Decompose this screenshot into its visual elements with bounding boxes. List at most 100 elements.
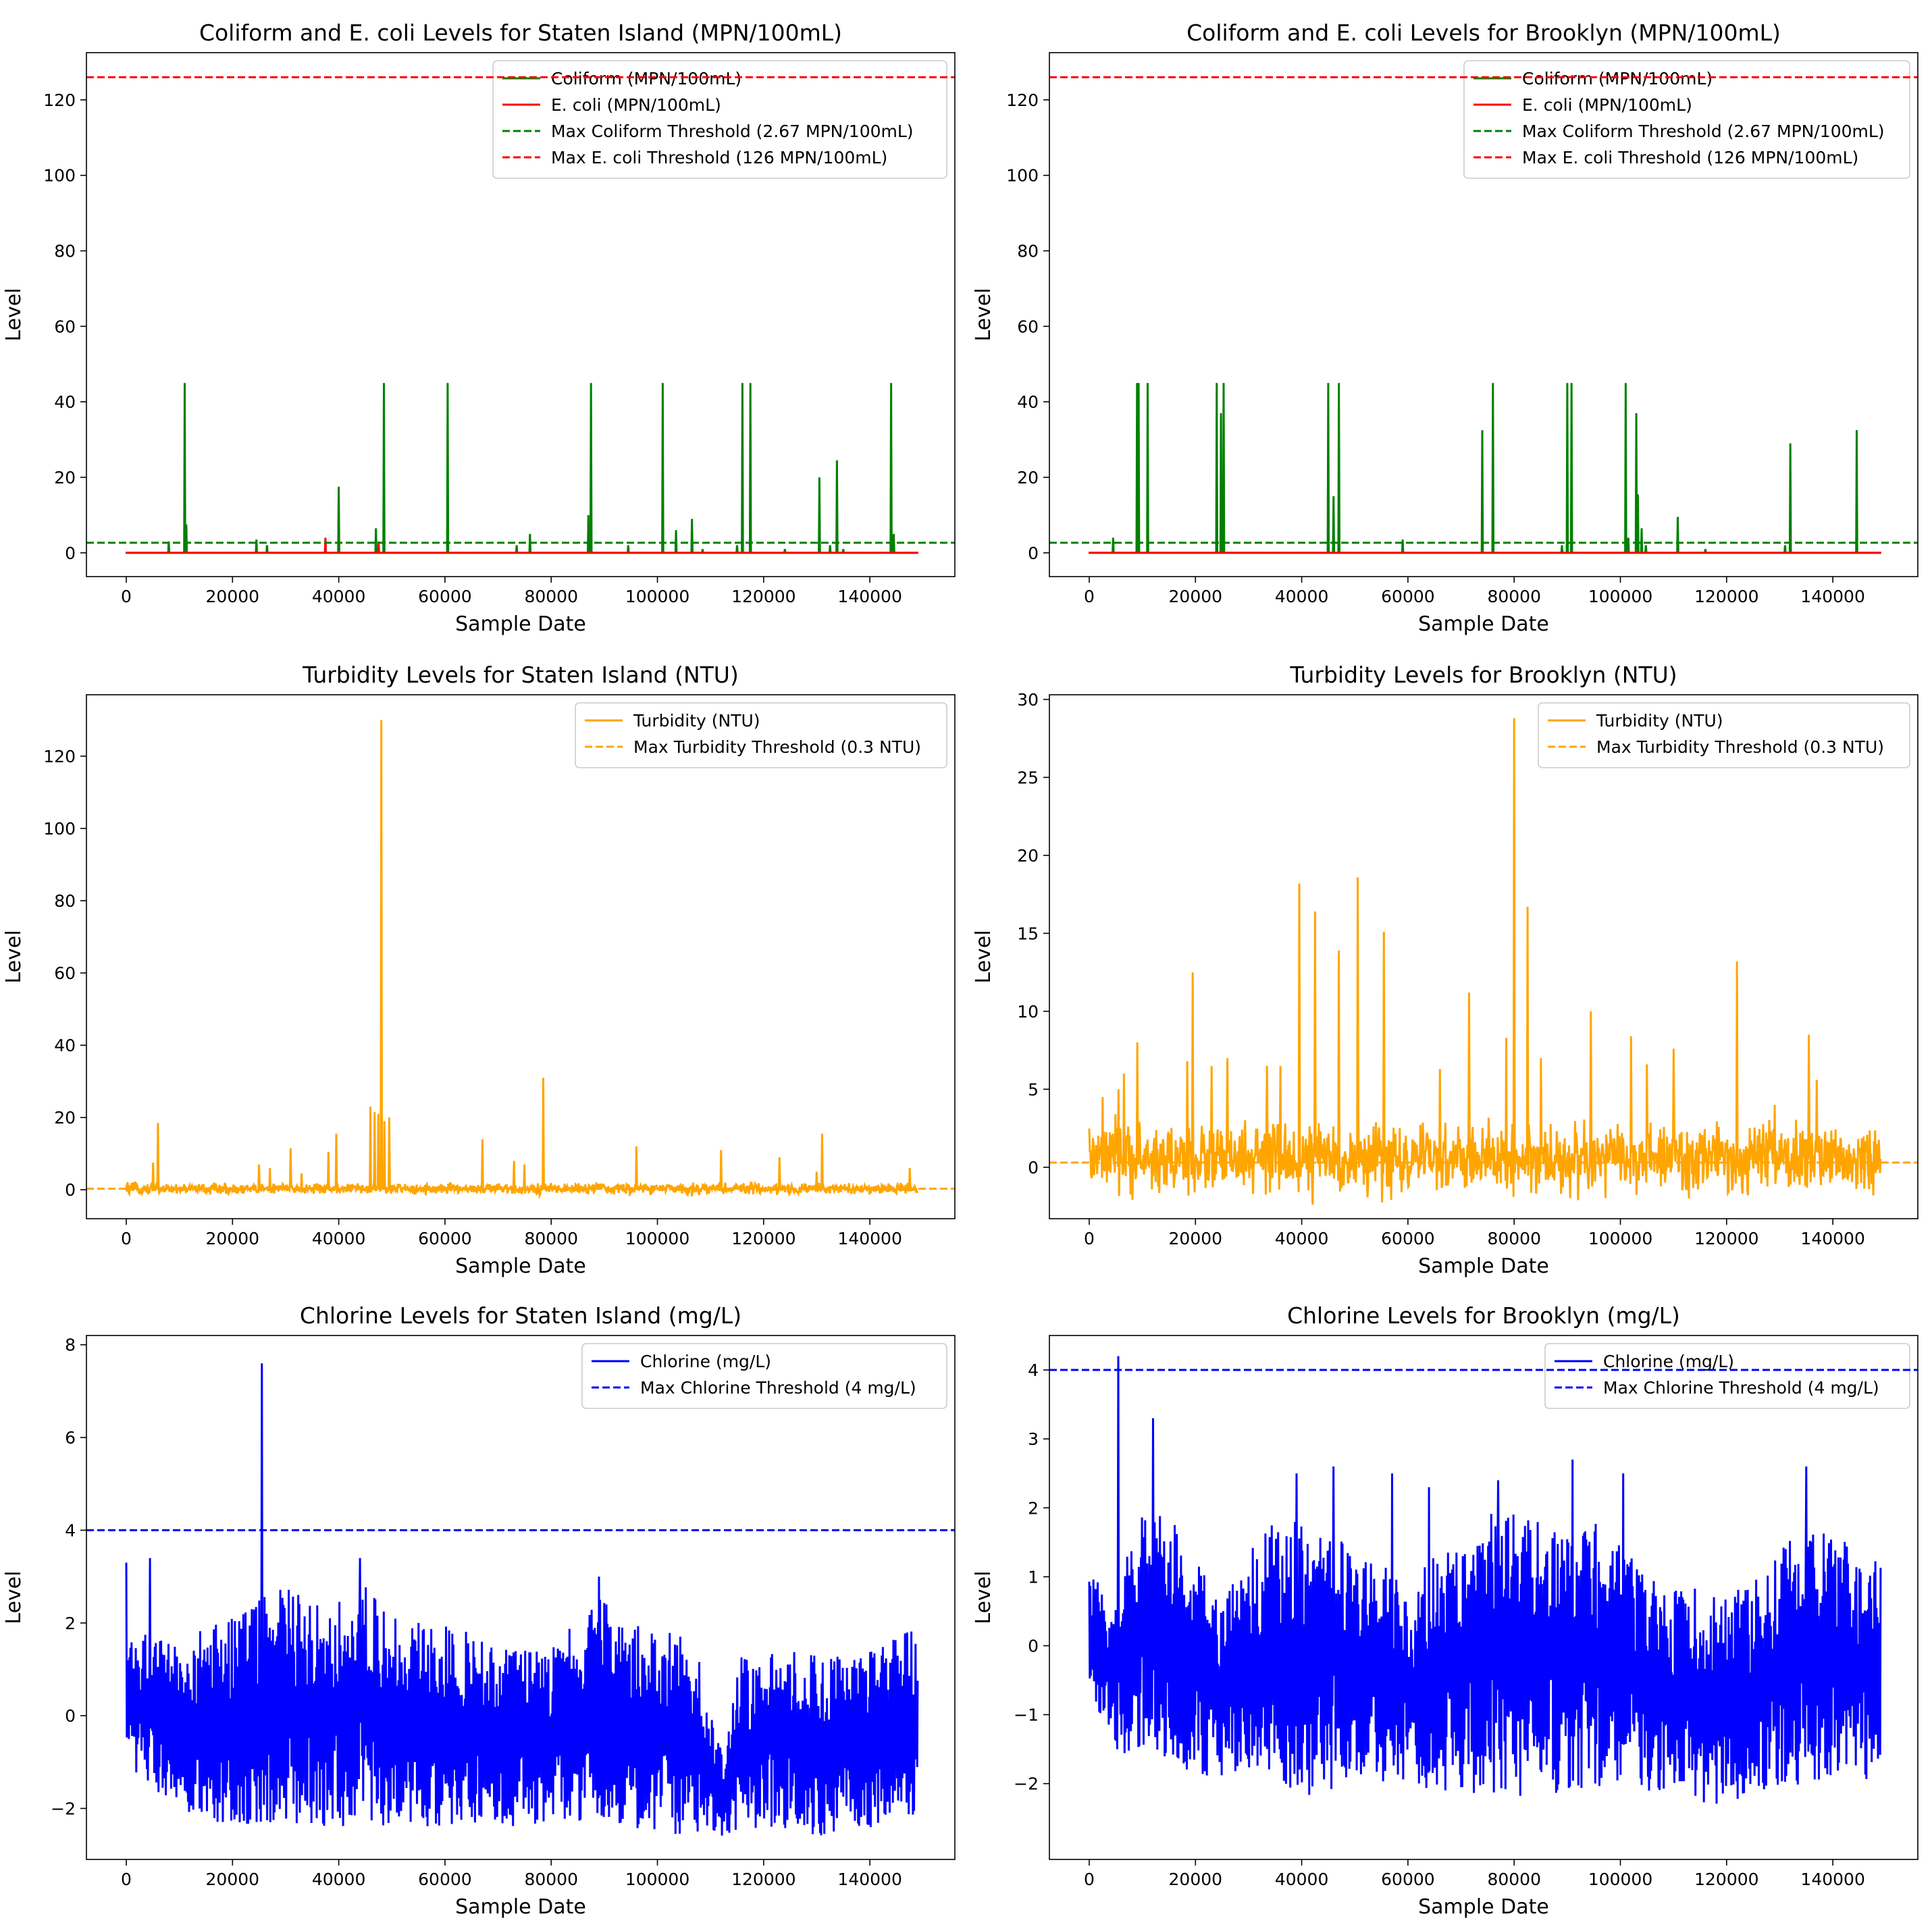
x-tick-label: 120000	[1694, 1870, 1758, 1889]
legend-box	[581, 1343, 947, 1409]
chart-turbidity-staten: Turbidity Levels for Staten Island (NTU)…	[2, 662, 956, 1278]
x-tick-label: 0	[121, 587, 132, 606]
x-tick-label: 120000	[731, 1229, 795, 1248]
x-tick-label: 80000	[1487, 1229, 1541, 1248]
x-tick-label: 100000	[625, 587, 689, 606]
plot-area	[86, 1363, 955, 1836]
y-tick-label: 0	[1028, 544, 1039, 563]
x-tick-label: 20000	[1169, 1229, 1223, 1248]
y-tick-label: 120	[43, 90, 76, 110]
y-tick-label: 80	[54, 891, 76, 911]
series-line-2	[126, 537, 918, 554]
y-tick-label: 4	[65, 1520, 76, 1540]
y-tick-label: 0	[1028, 1158, 1039, 1178]
plot-area	[1049, 76, 1918, 554]
y-tick-label: 2	[65, 1614, 76, 1633]
chart-chlorine-brooklyn: Chlorine Levels for Brooklyn (mg/L) Samp…	[972, 1302, 1918, 1919]
x-tick-label: 40000	[1275, 1870, 1329, 1889]
y-tick-label: 0	[65, 1180, 76, 1200]
x-tick-label: 140000	[837, 587, 902, 606]
x-tick-label: 40000	[1275, 1229, 1329, 1248]
y-axis-label: Level	[2, 930, 26, 983]
y-tick-label: 60	[54, 963, 76, 983]
series-line-1	[1089, 383, 1881, 554]
series-line-1	[125, 1363, 919, 1836]
y-tick-label: 120	[1006, 90, 1039, 110]
x-tick-label: 60000	[418, 587, 472, 606]
chart-title: Turbidity Levels for Brooklyn (NTU)	[1289, 662, 1677, 688]
y-tick-label: 80	[54, 242, 76, 261]
plot-frame	[86, 694, 956, 1219]
chart-title: Coliform and E. coli Levels for Staten I…	[199, 20, 842, 46]
legend-label-chlorine: Chlorine (mg/L)	[1603, 1352, 1734, 1371]
legend-label-ecoli: E. coli (MPN/100mL)	[1522, 95, 1692, 115]
y-tick-label: 0	[65, 544, 76, 563]
x-tick-label: 140000	[1800, 1229, 1864, 1248]
y-tick-label: 5	[1028, 1080, 1039, 1099]
x-axis-label: Sample Date	[455, 612, 586, 636]
y-tick-label: 100	[1006, 166, 1039, 186]
legend-label-ecoli-threshold: Max E. coli Threshold (126 MPN/100mL)	[551, 148, 887, 167]
x-tick-label: 80000	[1487, 587, 1541, 606]
y-tick-label: 100	[43, 819, 76, 839]
x-tick-label: 140000	[837, 1229, 902, 1248]
x-tick-label: 80000	[1487, 1870, 1541, 1889]
plot-area	[1049, 718, 1918, 1205]
chart-turbidity-brooklyn: Turbidity Levels for Brooklyn (NTU) Samp…	[972, 662, 1918, 1278]
y-tick-label: 30	[1017, 690, 1039, 710]
y-tick-label: 3	[1028, 1429, 1039, 1449]
y-tick-label: 40	[54, 392, 76, 412]
legend-label-ecoli: E. coli (MPN/100mL)	[551, 95, 721, 115]
x-tick-label: 40000	[312, 1229, 366, 1248]
y-tick-label: −2	[51, 1799, 76, 1818]
x-tick-label: 60000	[418, 1229, 472, 1248]
y-tick-label: 120	[43, 747, 76, 766]
legend-label-chlorine: Chlorine (mg/L)	[640, 1352, 771, 1371]
x-tick-label: 100000	[625, 1229, 689, 1248]
x-tick-label: 140000	[1800, 1870, 1864, 1889]
y-tick-label: 1	[1028, 1567, 1039, 1587]
x-tick-label: 100000	[1588, 587, 1652, 606]
series-line-1	[125, 720, 919, 1200]
y-axis-label: Level	[972, 930, 995, 983]
legend-label-ecoli-threshold: Max E. coli Threshold (126 MPN/100mL)	[1522, 148, 1858, 167]
y-tick-label: 2	[1028, 1498, 1039, 1518]
x-tick-label: 120000	[1694, 1229, 1758, 1248]
y-axis-label: Level	[972, 288, 995, 341]
x-tick-label: 20000	[206, 1229, 260, 1248]
legend-label-turbidity: Turbidity (NTU)	[1596, 711, 1723, 731]
legend-box	[1538, 702, 1910, 768]
x-tick-label: 100000	[1588, 1870, 1652, 1889]
chart-chlorine-staten: Chlorine Levels for Staten Island (mg/L)…	[2, 1302, 956, 1919]
legend-label-turbidity-threshold: Max Turbidity Threshold (0.3 NTU)	[1596, 737, 1884, 757]
y-tick-label: 40	[1017, 392, 1039, 412]
y-axis-label: Level	[2, 1570, 26, 1624]
x-tick-label: 120000	[731, 587, 795, 606]
plot-area	[86, 720, 955, 1200]
x-tick-label: 80000	[524, 1870, 578, 1889]
legend-label-coliform-threshold: Max Coliform Threshold (2.67 MPN/100mL)	[1522, 122, 1885, 141]
x-tick-label: 40000	[1275, 587, 1329, 606]
x-tick-label: 80000	[524, 1229, 578, 1248]
x-tick-label: 0	[1084, 1229, 1095, 1248]
chart-title: Chlorine Levels for Brooklyn (mg/L)	[1287, 1302, 1680, 1329]
plot-frame	[1049, 694, 1918, 1219]
x-axis-label: Sample Date	[1418, 612, 1549, 636]
x-tick-label: 140000	[1800, 587, 1864, 606]
x-tick-label: 140000	[837, 1870, 902, 1889]
legend-label-chlorine-threshold: Max Chlorine Threshold (4 mg/L)	[640, 1378, 916, 1398]
y-tick-label: 100	[43, 166, 76, 186]
x-tick-label: 60000	[418, 1870, 472, 1889]
x-axis-label: Sample Date	[1418, 1254, 1549, 1278]
legend-label-chlorine-threshold: Max Chlorine Threshold (4 mg/L)	[1603, 1378, 1879, 1398]
y-tick-label: 25	[1017, 768, 1039, 787]
y-tick-label: 8	[65, 1335, 76, 1355]
x-tick-label: 80000	[524, 587, 578, 606]
legend-box	[1463, 60, 1910, 179]
y-tick-label: −1	[1014, 1705, 1039, 1725]
x-tick-label: 100000	[1588, 1229, 1652, 1248]
x-tick-label: 20000	[1169, 1870, 1223, 1889]
plot-frame	[1049, 52, 1918, 577]
plot-frame	[1049, 1335, 1918, 1860]
chart-coliform-staten: Coliform and E. coli Levels for Staten I…	[2, 20, 956, 636]
